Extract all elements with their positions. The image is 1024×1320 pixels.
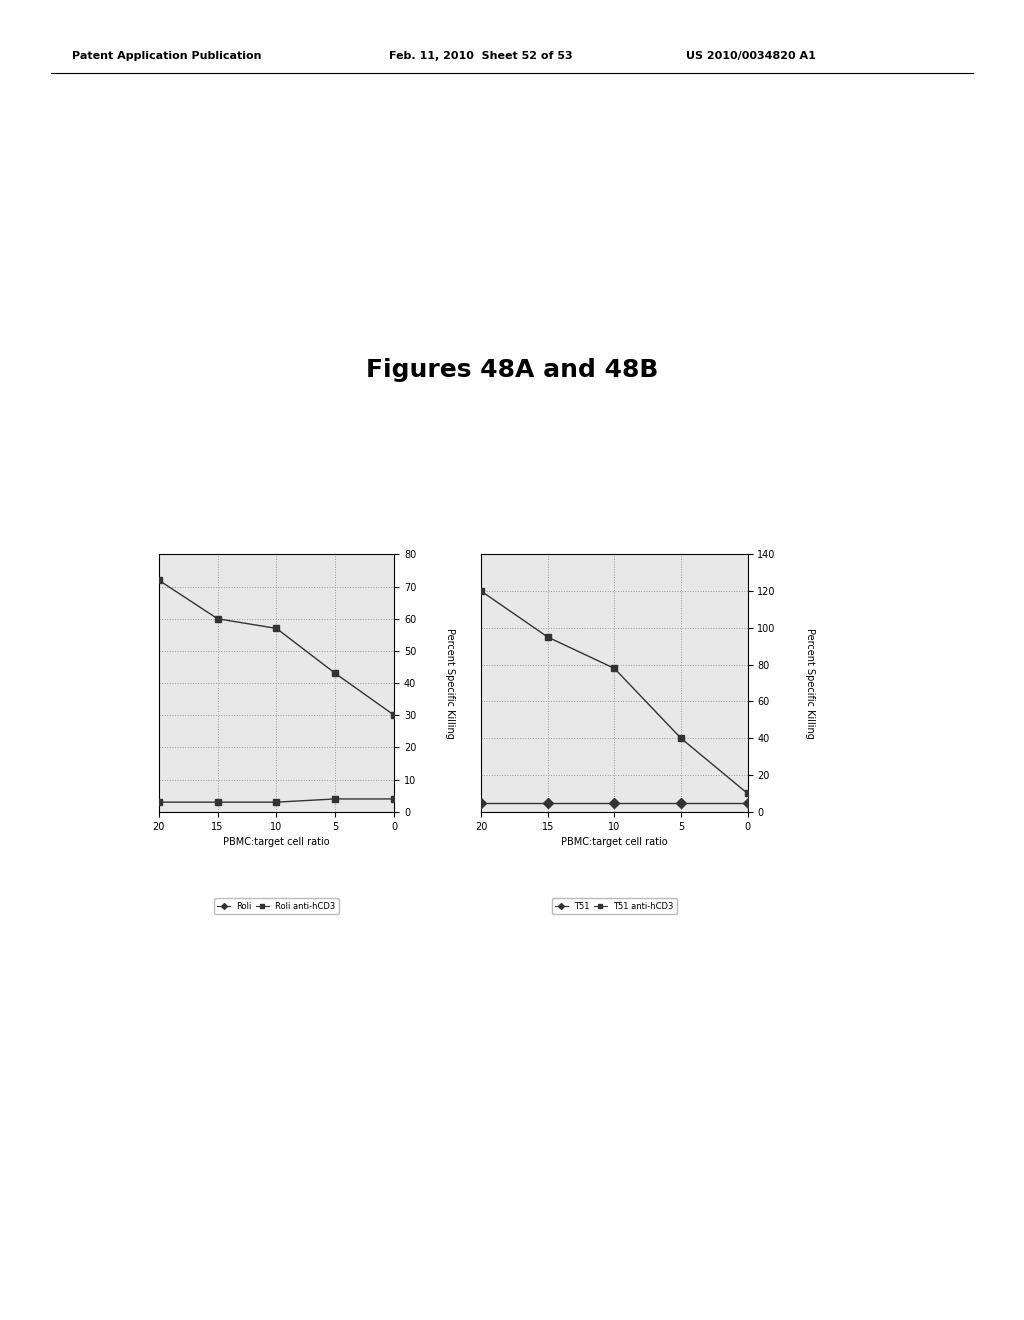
Text: US 2010/0034820 A1: US 2010/0034820 A1 [686,51,816,62]
Legend: T51, T51 anti-hCD3: T51, T51 anti-hCD3 [552,899,677,913]
Text: Feb. 11, 2010  Sheet 52 of 53: Feb. 11, 2010 Sheet 52 of 53 [389,51,572,62]
X-axis label: PBMC:target cell ratio: PBMC:target cell ratio [223,837,330,847]
Y-axis label: Percent Specific Killing: Percent Specific Killing [445,628,456,738]
Text: Patent Application Publication: Patent Application Publication [72,51,261,62]
Legend: Roli, Roli anti-hCD3: Roli, Roli anti-hCD3 [214,899,339,913]
X-axis label: PBMC:target cell ratio: PBMC:target cell ratio [561,837,668,847]
Y-axis label: Percent Specific Killing: Percent Specific Killing [805,628,815,738]
Text: Figures 48A and 48B: Figures 48A and 48B [366,358,658,381]
